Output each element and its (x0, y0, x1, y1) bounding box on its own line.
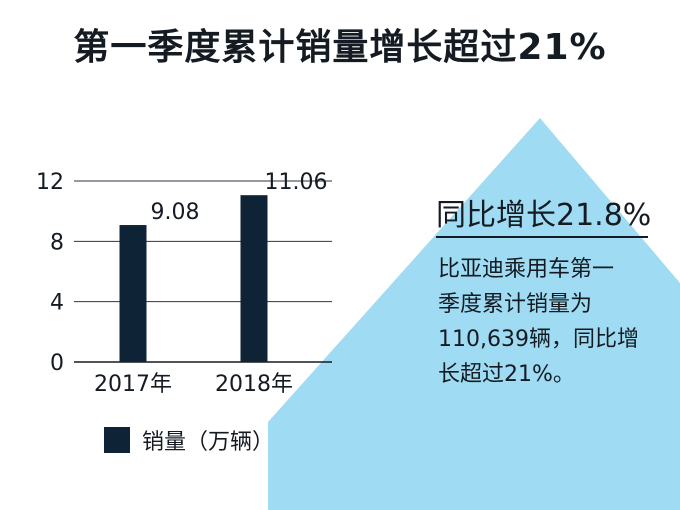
legend: 销量（万辆） (104, 424, 274, 456)
heading-underline (436, 236, 648, 238)
legend-swatch (104, 427, 130, 453)
growth-heading: 同比增长21.8% (436, 198, 652, 233)
summary-line: 长超过21%。 (438, 362, 575, 387)
sales-summary: 比亚迪乘用车第一 季度累计销量为 110,639辆，同比增 长超过21%。 (438, 252, 670, 392)
bar (119, 225, 147, 362)
legend-label: 销量（万辆） (142, 430, 275, 455)
summary-line: 季度累计销量为 (438, 292, 593, 317)
y-tick-label: 0 (50, 351, 64, 376)
y-tick-label: 4 (50, 291, 64, 316)
x-tick-label: 2017年 (94, 372, 172, 397)
bar (240, 195, 268, 362)
data-label: 11.06 (265, 170, 328, 195)
summary-line: 110,639辆，同比增 (438, 327, 639, 352)
summary-line: 比亚迪乘用车第一 (438, 257, 615, 282)
page-title: 第一季度累计销量增长超过21% (73, 27, 607, 68)
x-tick-label: 2018年 (215, 372, 293, 397)
data-label: 9.08 (151, 200, 200, 225)
y-tick-label: 8 (50, 230, 64, 255)
y-tick-label: 12 (36, 170, 64, 195)
